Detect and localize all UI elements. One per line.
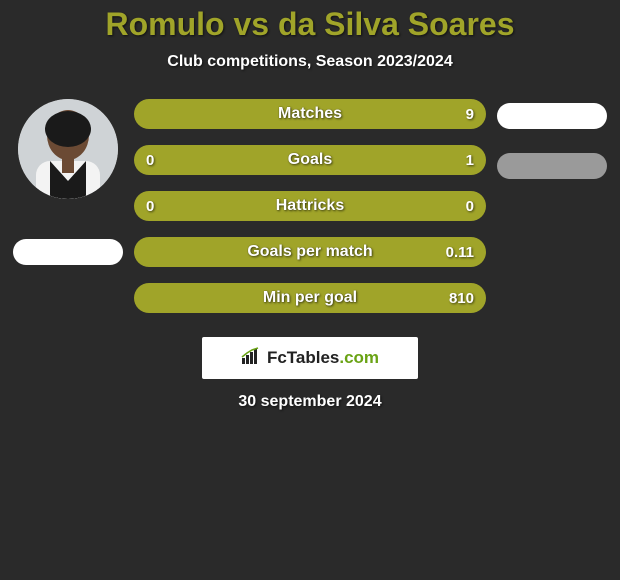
player-left-name-pill	[13, 239, 123, 265]
content-row: Matches9 Goals01 Hattricks00 Goals per matc…	[0, 99, 620, 329]
player-right-name-pill	[497, 103, 607, 129]
stat-bar-bg	[134, 191, 486, 221]
stat-row: Goals per match0.11	[134, 237, 486, 267]
stat-bar-right	[134, 99, 486, 129]
brand-name: FcTables	[267, 348, 339, 367]
chart-icon	[241, 347, 263, 370]
stat-row: Min per goal810	[134, 283, 486, 313]
stat-bar-right	[134, 145, 486, 175]
stat-bar-bg	[134, 283, 486, 313]
stat-bar-bg	[134, 145, 486, 175]
avatar-placeholder-icon	[18, 99, 118, 199]
stat-row: Hattricks00	[134, 191, 486, 221]
brand-domain: .com	[339, 348, 379, 367]
player-left-avatar	[18, 99, 118, 199]
stat-bar-right	[134, 237, 486, 267]
brand-text: FcTables.com	[267, 348, 379, 368]
subtitle: Club competitions, Season 2023/2024	[0, 53, 620, 71]
stat-row: Matches9	[134, 99, 486, 129]
page-title: Romulo vs da Silva Soares	[0, 6, 620, 43]
date-label: 30 september 2024	[0, 393, 620, 411]
player-right-column	[492, 99, 612, 179]
player-left-column	[8, 99, 128, 265]
stats-column: Matches9 Goals01 Hattricks00 Goals per matc…	[128, 99, 492, 329]
stat-bar-left	[134, 191, 310, 221]
stat-row: Goals01	[134, 145, 486, 175]
brand-badge[interactable]: FcTables.com	[202, 337, 418, 379]
stat-bar-right	[134, 283, 486, 313]
stat-bar-bg	[134, 99, 486, 129]
stat-bar-right	[310, 191, 486, 221]
comparison-card: Romulo vs da Silva Soares Club competiti…	[0, 0, 620, 411]
player-right-shadow-pill	[497, 153, 607, 179]
stat-bar-bg	[134, 237, 486, 267]
